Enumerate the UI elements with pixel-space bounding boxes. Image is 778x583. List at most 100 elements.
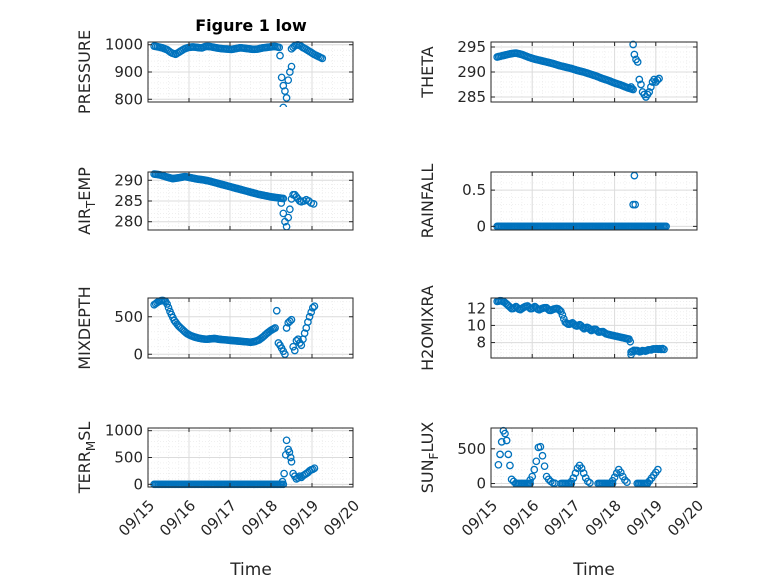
x-axis-label-left: Time — [229, 560, 272, 580]
data-point — [538, 451, 547, 460]
data-series — [493, 171, 670, 231]
data-point — [569, 474, 578, 482]
y-tick-label: 290 — [114, 171, 143, 189]
data-point — [660, 345, 668, 354]
data-point — [289, 342, 297, 351]
data-point — [279, 209, 288, 218]
x-tick-label: 09/20 — [320, 497, 363, 540]
axes-box — [147, 297, 354, 359]
data-point — [635, 75, 644, 84]
data-point — [287, 457, 296, 466]
data-point — [279, 194, 288, 203]
y-tick-label: 1000 — [105, 36, 143, 54]
data-point — [579, 469, 588, 477]
data-point — [304, 318, 312, 326]
y-tick-label: 500 — [457, 440, 486, 458]
y-tick-label: 290 — [457, 63, 486, 81]
data-point — [281, 87, 289, 95]
y-axis-label: PRESSURE — [75, 30, 94, 114]
data-point — [633, 58, 642, 66]
y-tick-label: 8 — [476, 334, 486, 352]
y-axis-label: RAINFALL — [418, 164, 437, 239]
data-point — [286, 317, 294, 326]
y-tick-label: 0 — [476, 217, 486, 235]
data-point — [630, 50, 639, 59]
axes-box — [490, 427, 698, 488]
data-point — [631, 200, 640, 209]
y-tick-label: 1000 — [105, 422, 143, 440]
x-tick-label: 09/18 — [238, 497, 281, 540]
data-point — [281, 350, 289, 359]
x-tick-label: 09/15 — [458, 497, 501, 540]
data-point — [280, 469, 288, 478]
data-point — [295, 472, 304, 481]
data-point — [616, 468, 625, 477]
x-tick-label: 09/15 — [115, 497, 158, 540]
y-tick-label: 285 — [457, 88, 486, 106]
axes-box — [490, 297, 698, 359]
data-point — [532, 457, 541, 466]
data-point — [627, 83, 635, 91]
data-point — [654, 465, 662, 474]
data-series — [150, 296, 319, 359]
subplot-theta: 285 290 295 THETA — [418, 38, 698, 106]
y-axis-label: H2OMIXRA — [418, 285, 437, 371]
data-point — [610, 473, 619, 482]
data-point — [497, 438, 506, 446]
data-point — [621, 476, 629, 484]
axes-box — [490, 171, 698, 231]
data-point — [285, 448, 294, 456]
x-tick-label: 09/16 — [499, 497, 542, 540]
data-point — [284, 76, 293, 85]
data-point — [282, 324, 291, 332]
data-point — [275, 43, 284, 52]
y-tick-label: 500 — [114, 308, 143, 326]
data-point — [286, 205, 294, 214]
y-tick-label: 285 — [114, 192, 143, 210]
y-tick-label: 900 — [114, 63, 143, 81]
data-point — [277, 199, 286, 207]
data-point — [279, 103, 288, 107]
data-point — [272, 306, 281, 315]
y-tick-label: 0 — [476, 475, 486, 493]
data-point — [653, 76, 662, 84]
data-point — [286, 453, 295, 462]
y-tick-label: 800 — [114, 90, 143, 108]
data-point — [647, 83, 655, 91]
data-point — [528, 472, 537, 481]
data-series — [493, 40, 663, 101]
x-tick-label: 09/19 — [279, 497, 322, 540]
x-tick-label: 09/16 — [156, 497, 199, 540]
data-point — [307, 308, 316, 317]
data-series — [494, 426, 662, 488]
data-point — [276, 51, 284, 60]
data-point — [643, 478, 652, 487]
data-point — [506, 461, 514, 470]
subplot-rainfall: 0 0.5 RAINFALL — [418, 164, 698, 239]
data-point — [645, 88, 654, 96]
y-axis-label: SUNFLUX — [418, 422, 441, 494]
data-point — [308, 465, 317, 474]
data-point — [318, 54, 327, 63]
data-point — [305, 312, 314, 321]
data-point — [494, 460, 503, 469]
y-tick-label: 0 — [133, 345, 143, 363]
data-point — [282, 436, 291, 445]
data-series — [150, 41, 327, 107]
data-series — [150, 436, 319, 489]
data-point — [626, 337, 635, 346]
data-point — [271, 324, 279, 332]
x-tick-label: 09/17 — [540, 497, 583, 540]
data-point — [282, 94, 291, 102]
data-point — [655, 74, 663, 83]
data-series — [150, 170, 318, 231]
subplot-air_temp: 280 285 290 AIRTEMP — [75, 167, 354, 235]
data-point — [294, 335, 302, 344]
y-tick-label: 295 — [457, 38, 486, 56]
y-tick-label: 0 — [133, 475, 143, 493]
data-point — [287, 315, 296, 324]
